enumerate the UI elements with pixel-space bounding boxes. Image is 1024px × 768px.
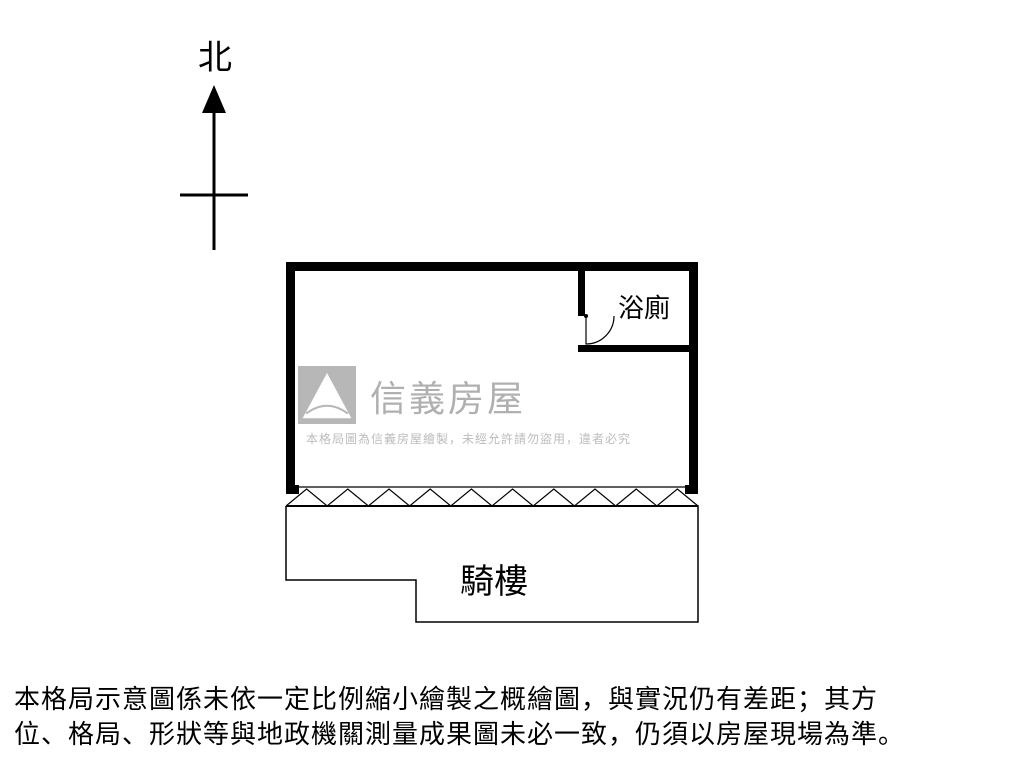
watermark-logo-icon <box>298 366 356 424</box>
compass-north-label: 北 <box>170 30 260 79</box>
compass: 北 <box>170 30 260 260</box>
floorplan-canvas: 北 浴廁 騎樓 信義房屋 本格局圖為信義房屋繪製，未經允許請勿盜用，違者必究 本… <box>0 0 1024 768</box>
disclaimer-text: 本格局示意圖係未依一定比例縮小繪製之概繪圖，與實況仍有差距；其方 位、格局、形狀… <box>14 682 1010 752</box>
north-arrow-icon <box>170 85 260 260</box>
disclaimer-line1: 本格局示意圖係未依一定比例縮小繪製之概繪圖，與實況仍有差距；其方 <box>14 685 878 714</box>
bathroom-label: 浴廁 <box>618 288 670 325</box>
disclaimer-line2: 位、格局、形狀等與地政機關測量成果圖未必一致，仍須以房屋現場為準。 <box>14 720 905 749</box>
arcade-label: 騎樓 <box>460 554 528 603</box>
watermark-note: 本格局圖為信義房屋繪製，未經允許請勿盜用，違者必究 <box>306 430 631 447</box>
watermark-text: 信義房屋 <box>370 370 526 422</box>
